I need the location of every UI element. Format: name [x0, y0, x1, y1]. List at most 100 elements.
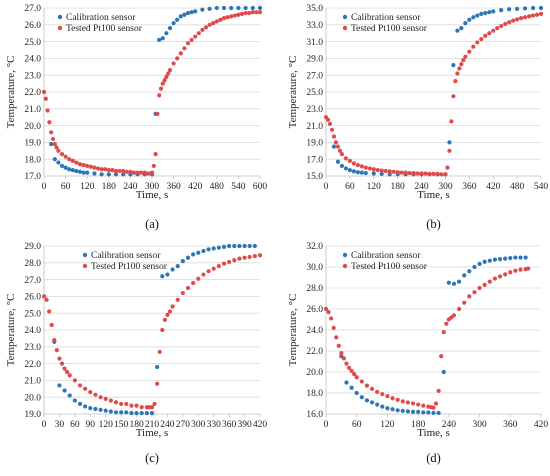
- data-point: [139, 405, 144, 410]
- data-point: [214, 19, 219, 24]
- legend-marker: [82, 263, 88, 269]
- data-point: [347, 168, 352, 173]
- data-point: [41, 294, 47, 299]
- data-point: [67, 393, 72, 398]
- data-point: [151, 163, 156, 169]
- data-point: [367, 166, 372, 171]
- data-point: [325, 117, 331, 122]
- legend-entry: Tested Pt100 sensor: [66, 24, 143, 34]
- data-point: [129, 411, 134, 416]
- data-point: [106, 172, 111, 177]
- data-point: [74, 160, 79, 165]
- data-point: [113, 168, 119, 174]
- data-point: [49, 322, 54, 328]
- data-point: [250, 10, 255, 15]
- x-tick-label: 180: [411, 420, 426, 430]
- data-point: [203, 25, 209, 30]
- data-point: [467, 17, 472, 22]
- data-point: [395, 408, 400, 413]
- data-point: [206, 247, 211, 252]
- y-tick-label: 24.0: [24, 55, 41, 65]
- x-tick-label: 60: [352, 420, 362, 430]
- data-point: [383, 168, 388, 174]
- series-calibration: [339, 255, 528, 416]
- y-tick-label: 22.0: [24, 88, 41, 98]
- data-point: [457, 66, 462, 71]
- y-tick-label: 26.0: [24, 21, 41, 31]
- x-tick-label: 0: [42, 420, 47, 430]
- data-point: [193, 34, 198, 39]
- data-point: [515, 17, 520, 22]
- data-point: [467, 294, 472, 299]
- data-point: [411, 170, 416, 176]
- y-tick-label: 15.0: [306, 172, 323, 182]
- data-point: [530, 5, 536, 11]
- data-point: [380, 391, 385, 397]
- y-tick-label: 19.0: [24, 139, 41, 149]
- data-point: [364, 398, 370, 403]
- panel-label: (c): [145, 451, 159, 465]
- chart-panel-4: 16.0 18.0 20.0 22.0 24.0 26.0 28.0 30.0 32.0 0 60 1…: [287, 242, 548, 465]
- data-point: [98, 407, 103, 412]
- y-tick-label: 26.0: [24, 293, 41, 303]
- x-tick-label: 90: [86, 420, 96, 430]
- data-point: [124, 169, 129, 174]
- x-tick-label: 60: [345, 182, 355, 192]
- y-tick-label: 18.0: [24, 155, 41, 165]
- data-point: [47, 120, 52, 125]
- y-axis-label: Temperature, °C: [5, 56, 17, 129]
- data-point: [160, 327, 165, 333]
- data-point: [160, 36, 165, 41]
- data-point: [344, 361, 349, 366]
- data-point: [185, 285, 191, 291]
- data-point: [227, 243, 232, 249]
- legend-marker: [342, 263, 348, 269]
- data-point: [343, 166, 349, 171]
- x-tick-label: 0: [42, 182, 47, 192]
- y-axis-label: Temperature, °C: [287, 294, 299, 367]
- data-point: [232, 258, 237, 263]
- data-point: [359, 170, 364, 175]
- data-point: [65, 369, 70, 375]
- data-point: [88, 390, 93, 395]
- data-point: [129, 403, 134, 408]
- data-point: [499, 23, 504, 29]
- data-point: [416, 402, 421, 407]
- legend-marker: [342, 25, 348, 31]
- data-point: [341, 356, 347, 361]
- data-point: [124, 401, 129, 407]
- data-point: [416, 409, 421, 414]
- data-point: [492, 276, 498, 281]
- data-point: [191, 280, 196, 286]
- y-tick-label: 24.0: [24, 326, 41, 336]
- data-point: [491, 9, 496, 14]
- data-point: [346, 365, 352, 370]
- y-tick-label: 21.0: [24, 105, 41, 115]
- x-tick-label: 480: [510, 182, 525, 192]
- data-point: [175, 264, 180, 269]
- data-point: [449, 119, 454, 124]
- data-point: [508, 255, 513, 261]
- data-point: [206, 269, 211, 274]
- data-point: [390, 407, 395, 412]
- data-point: [405, 400, 410, 405]
- data-point: [74, 168, 79, 174]
- data-point: [243, 10, 248, 16]
- data-point: [530, 13, 536, 18]
- data-point: [339, 152, 345, 157]
- data-point: [403, 170, 408, 175]
- data-point: [359, 164, 364, 169]
- data-point: [59, 152, 65, 157]
- data-point: [433, 401, 439, 406]
- data-point: [57, 383, 62, 388]
- x-tick-label: 180: [102, 182, 117, 192]
- data-point: [522, 6, 528, 11]
- data-point: [189, 37, 194, 43]
- data-point: [247, 10, 252, 16]
- data-point: [180, 259, 185, 264]
- x-tick-label: 420: [253, 420, 268, 430]
- data-point: [482, 259, 487, 264]
- data-point: [155, 111, 160, 116]
- data-point: [479, 36, 484, 42]
